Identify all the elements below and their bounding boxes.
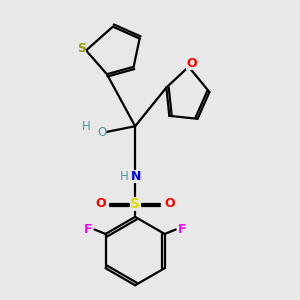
Text: H: H bbox=[119, 170, 128, 183]
Text: F: F bbox=[178, 223, 187, 236]
Text: N: N bbox=[130, 170, 141, 183]
Text: O: O bbox=[164, 197, 175, 210]
Text: O: O bbox=[186, 57, 197, 70]
Text: S: S bbox=[77, 42, 86, 56]
Text: S: S bbox=[130, 196, 140, 211]
Text: H: H bbox=[82, 120, 91, 133]
Text: O: O bbox=[97, 126, 106, 139]
Text: O: O bbox=[96, 197, 106, 210]
Text: F: F bbox=[83, 223, 92, 236]
